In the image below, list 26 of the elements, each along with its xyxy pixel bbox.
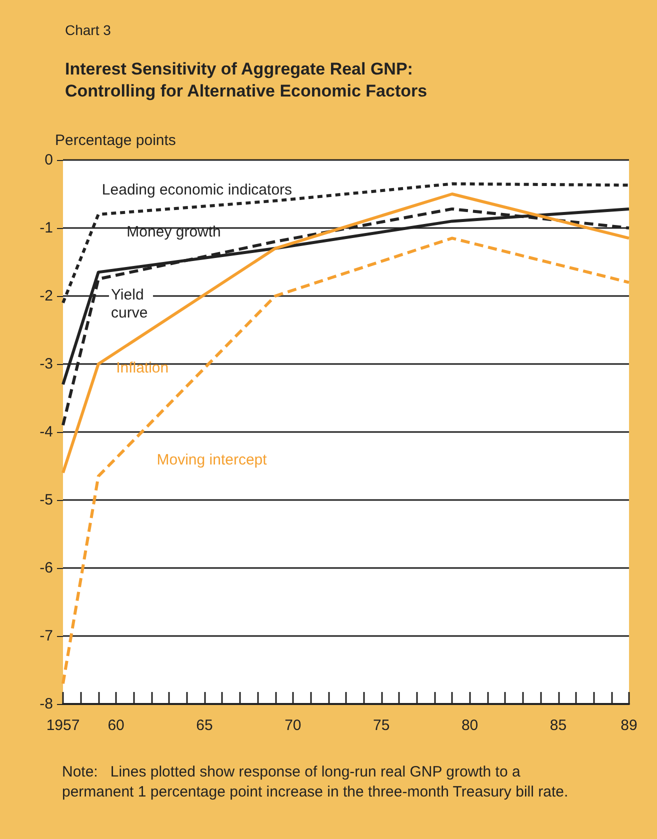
x-tick-label: 85 [550,717,567,734]
chart-title: Interest Sensitivity of Aggregate Real GNP: Controlling for Alternative Economic Factors [65,60,428,100]
y-tick-label: -1 [40,220,53,236]
y-tick-label: -3 [40,356,53,372]
y-tick-label: -6 [40,560,53,576]
y-tick-label: -8 [40,696,53,712]
series-label: Money growth [126,224,221,241]
chart-subtitle: Chart 3 [65,22,112,38]
y-tick-label: -7 [40,628,53,644]
y-tick-label: 0 [44,152,53,168]
series-label: Inflation [116,360,169,377]
x-tick-label: 60 [108,717,124,734]
x-tick-label: 70 [284,717,302,734]
series-label: Leading economic indicators [102,181,292,198]
x-tick-label: 65 [196,717,213,734]
x-tick-label: 1957 [46,717,80,734]
x-tick-label: 89 [620,717,638,734]
series-label: Moving intercept [156,451,268,468]
series-label: Yield curve [110,286,148,322]
y-tick-label: -2 [40,288,53,304]
x-tick-label: 80 [461,717,478,734]
y-axis-title: Percentage points [55,132,176,149]
text: Note: Lines plotted show response of long-run real GNP growth to a permanent 1 percentage point increase in the three-month Treasury bill rate. [62,764,568,800]
y-tick-label: -4 [40,424,53,440]
x-tick-label: 75 [373,717,390,734]
y-tick-label: -5 [40,492,53,508]
